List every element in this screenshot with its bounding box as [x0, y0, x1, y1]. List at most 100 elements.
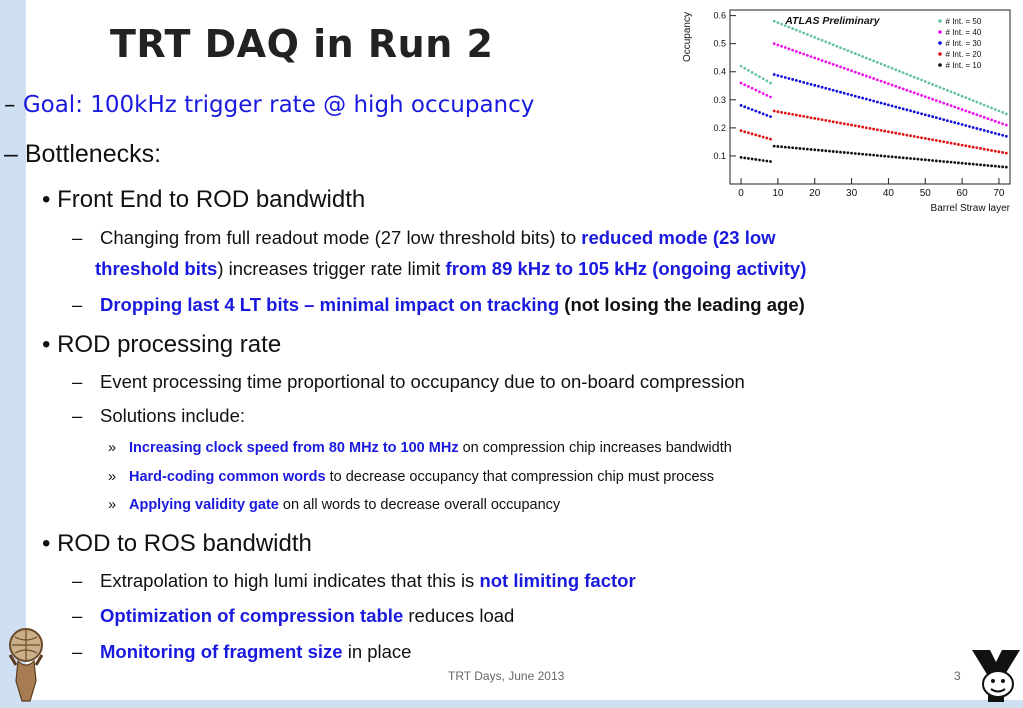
data-point: [783, 111, 787, 115]
data-point: [905, 108, 909, 112]
data-point: [780, 44, 783, 48]
x-tick-label: 30: [846, 188, 858, 199]
data-point: [820, 59, 824, 62]
atlas-statue-logo: [8, 628, 44, 702]
data-point: [802, 114, 806, 118]
data-point: [883, 102, 887, 106]
data-point: [916, 77, 920, 80]
data-point: [739, 81, 743, 85]
data-point: [817, 37, 820, 41]
slide-bottom-band: [0, 700, 1023, 708]
data-point: [817, 84, 820, 88]
data-point: [780, 110, 783, 114]
data-point: [743, 66, 747, 70]
dash: –: [72, 570, 83, 591]
data-point: [783, 24, 787, 28]
data-point: [894, 84, 898, 88]
data-point: [949, 120, 953, 123]
data-point: [934, 84, 938, 88]
data-point: [968, 125, 971, 128]
data-point: [864, 126, 868, 130]
data-point: [912, 135, 916, 138]
data-point: [794, 113, 798, 117]
data-point: [750, 71, 754, 74]
section-front-end-heading: • Front End to ROD bandwidth: [42, 186, 365, 214]
data-point: [912, 110, 916, 114]
data-point: [787, 77, 791, 80]
data-point: [872, 99, 876, 103]
data-point: [853, 52, 857, 55]
item-emphasis: from 89 kHz to 105 kHz (ongoing activity…: [445, 258, 807, 279]
y-tick-label: 0.4: [713, 67, 726, 77]
x-tick-label: 20: [809, 188, 821, 199]
data-point: [993, 131, 997, 135]
data-point: [1004, 151, 1008, 155]
data-point: [968, 145, 971, 148]
data-point: [979, 114, 982, 118]
dash: –: [72, 227, 83, 248]
data-point: [809, 82, 813, 86]
data-point: [920, 136, 923, 140]
item-emphasis: reduced mode (23 low: [581, 227, 776, 248]
data-point: [772, 19, 776, 23]
data-point: [901, 156, 905, 160]
sub-emphasis: Increasing clock speed from 80 MHz to 10…: [129, 440, 459, 456]
data-point: [949, 141, 953, 145]
data-point: [754, 88, 758, 92]
data-point: [875, 128, 879, 132]
data-point: [909, 90, 912, 93]
data-point: [975, 127, 979, 130]
data-point: [850, 69, 853, 73]
data-point: [787, 146, 791, 149]
data-point: [971, 126, 975, 129]
data-point: [831, 120, 835, 124]
data-point: [809, 148, 813, 151]
sub-text: on compression chip increases bandwidth: [458, 440, 732, 456]
series-3: [739, 73, 1008, 138]
data-point: [861, 73, 865, 77]
chart-legend: # Int. = 50 # Int. = 40 # Int. = 30 # Int. …: [938, 17, 982, 70]
data-point: [975, 146, 979, 150]
item-text: (not losing the leading age): [559, 294, 805, 315]
data-point: [842, 47, 846, 51]
data-point: [990, 106, 993, 110]
data-point: [887, 155, 890, 158]
bullet: •: [42, 186, 51, 213]
data-point: [835, 150, 839, 154]
item-emphasis: threshold bits: [95, 258, 218, 279]
data-point: [758, 75, 761, 79]
front-end-item-2: – Dropping last 4 LT bits – minimal impac…: [72, 294, 805, 316]
data-point: [916, 157, 920, 161]
data-point: [905, 88, 909, 92]
data-point: [853, 70, 857, 74]
data-point: [747, 68, 750, 72]
data-point: [993, 164, 997, 168]
data-point: [949, 104, 953, 108]
data-point: [864, 56, 868, 60]
data-point: [805, 147, 809, 151]
data-point: [754, 73, 758, 76]
data-point: [879, 62, 883, 66]
data-point: [824, 86, 828, 90]
data-point: [839, 90, 842, 94]
data-point: [960, 123, 964, 126]
data-point: [761, 135, 765, 139]
data-point: [883, 129, 887, 133]
data-point: [927, 158, 931, 162]
bottlenecks-dash: –: [4, 140, 18, 168]
data-point: [868, 58, 872, 61]
data-point: [953, 142, 957, 146]
data-point: [857, 125, 861, 128]
data-point: [894, 155, 898, 159]
data-point: [945, 160, 949, 164]
data-point: [938, 159, 942, 163]
data-point: [923, 158, 927, 162]
data-point: [839, 46, 842, 50]
data-point: [971, 145, 975, 149]
data-point: [828, 119, 831, 123]
data-point: [794, 50, 798, 53]
data-point: [938, 85, 942, 89]
data-point: [982, 115, 986, 119]
data-point: [901, 133, 905, 136]
sub-marker: »: [108, 440, 117, 456]
